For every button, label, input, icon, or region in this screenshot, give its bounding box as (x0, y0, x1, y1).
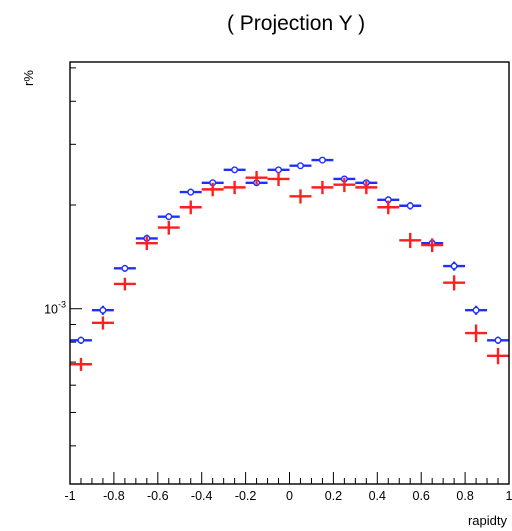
red-cross-point (157, 220, 180, 235)
x-tick-label: 0.2 (325, 489, 342, 503)
plot-frame (69, 61, 510, 485)
y-tick-labels: 10-3 (44, 300, 66, 317)
red-cross-point (421, 238, 444, 253)
red-cross-point (487, 347, 509, 365)
red-cross-point (201, 182, 224, 197)
blue-circle-point (91, 305, 114, 315)
blue-circle-point (289, 162, 312, 170)
blue-circle-point (267, 166, 290, 174)
x-tick-label: 0.4 (369, 489, 386, 503)
x-tick-label: 0.6 (413, 489, 430, 503)
chart-title: ( Projection Y ) (226, 12, 366, 35)
x-tick-label: -1 (64, 489, 75, 503)
series-1 (70, 156, 509, 345)
red-cross-point (355, 180, 378, 195)
x-tick-label: 0 (286, 489, 293, 503)
blue-circle-point (311, 156, 334, 164)
red-cross-point (223, 180, 246, 195)
blue-circle-point (157, 213, 180, 221)
x-axis-label: rapidty (468, 513, 508, 528)
red-cross-point (245, 171, 268, 185)
axis-ticks (69, 67, 510, 484)
x-tick-label: 0.8 (456, 489, 473, 503)
y-axis-label: r% (21, 70, 36, 86)
red-cross-point (377, 200, 400, 215)
red-cross-point (179, 200, 202, 215)
blue-circle-point (179, 188, 202, 196)
red-cross-point (311, 180, 334, 195)
red-cross-point (443, 275, 466, 291)
blue-circle-point (399, 202, 422, 210)
red-cross-point (91, 316, 114, 330)
red-cross-point (113, 277, 136, 291)
red-cross-point (465, 324, 488, 343)
blue-circle-point (113, 264, 136, 272)
x-tick-label: -0.2 (235, 489, 257, 503)
x-tick-label: 1 (506, 489, 512, 503)
red-cross-point (399, 232, 422, 249)
x-tick-label: -0.8 (103, 489, 125, 503)
red-cross-point (289, 189, 312, 204)
series-2 (70, 171, 509, 371)
red-cross-point (70, 357, 92, 371)
red-cross-point (135, 236, 158, 251)
x-tick-label: -0.6 (147, 489, 169, 503)
x-tick-label: -0.4 (191, 489, 213, 503)
blue-circle-point (465, 305, 488, 315)
red-cross-point (333, 177, 356, 193)
data-series (70, 156, 509, 371)
blue-circle-point (487, 336, 509, 345)
blue-circle-point (223, 166, 246, 174)
y-tick-label: 10-3 (44, 300, 66, 317)
blue-circle-point (443, 261, 466, 271)
blue-circle-point (70, 336, 92, 345)
x-tick-labels: -1 -0.8 -0.6 -0.4 -0.2 0 0.2 0.4 0.6 0.8 1 (64, 489, 512, 503)
red-cross-point (267, 172, 290, 187)
